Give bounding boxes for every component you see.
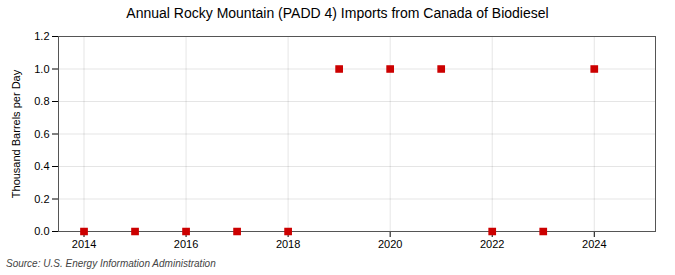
svg-text:1.0: 1.0 xyxy=(34,63,49,75)
svg-text:0.0: 0.0 xyxy=(34,225,49,237)
svg-text:2016: 2016 xyxy=(174,238,198,250)
svg-text:2014: 2014 xyxy=(72,238,96,250)
svg-text:2020: 2020 xyxy=(378,238,402,250)
html-text:Source: U.S. Energy Informatio: Source: U.S. Energy Information Administ… xyxy=(6,258,216,269)
svg-text:0.6: 0.6 xyxy=(34,128,49,140)
svg-text:2022: 2022 xyxy=(480,238,504,250)
svg-text:0.4: 0.4 xyxy=(34,160,49,172)
html-text:Annual Rocky Mountain (PADD 4): Annual Rocky Mountain (PADD 4) Imports f… xyxy=(126,5,549,21)
svg-text:0.2: 0.2 xyxy=(34,193,49,205)
svg-text:Thousand Barrels per Day: Thousand Barrels per Day xyxy=(10,69,22,198)
svg-text:2024: 2024 xyxy=(582,238,606,250)
svg-text:1.2: 1.2 xyxy=(34,30,49,42)
svg-text:0.8: 0.8 xyxy=(34,95,49,107)
svg-text:2018: 2018 xyxy=(276,238,300,250)
